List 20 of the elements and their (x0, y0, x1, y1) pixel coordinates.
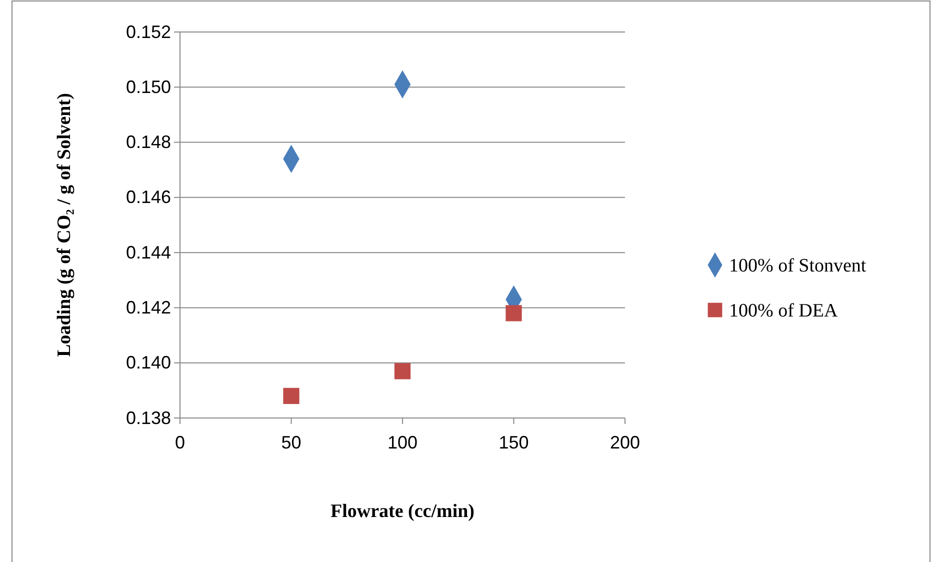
x-tick-label: 100 (387, 432, 418, 453)
x-tick-label: 150 (498, 432, 529, 453)
point (283, 388, 300, 404)
x-tick-label: 200 (610, 432, 640, 453)
x-tick-label: 50 (281, 432, 302, 453)
y-tick-label: 0.140 (126, 352, 171, 373)
y-tick-label: 0.150 (126, 76, 171, 97)
point (506, 305, 522, 322)
y-tick-label: 0.146 (126, 187, 171, 208)
legend-label: 100% of DEA (729, 300, 838, 322)
y-tick-label: 0.138 (126, 408, 171, 428)
legend-label: 100% of Stonvent (729, 256, 867, 277)
y-tick-label: 0.144 (126, 242, 171, 262)
y-tick-label: 0.148 (126, 132, 171, 152)
y-axis-title: Loading (g of CO₂ / g of Solvent) (54, 93, 75, 357)
y-tick-label: 0.152 (126, 22, 171, 42)
x-tick-label: 0 (174, 432, 186, 453)
point (394, 363, 411, 380)
y-tick-label: 0.142 (126, 297, 171, 318)
x-axis-title: Flowrate (cc/min) (330, 501, 475, 522)
